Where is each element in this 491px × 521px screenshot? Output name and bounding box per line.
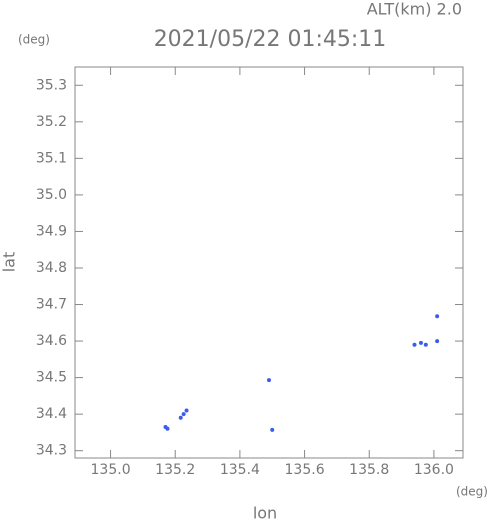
x-unit: (deg) — [456, 485, 488, 499]
point — [435, 314, 440, 319]
y-tick-label: 35.0 — [36, 187, 67, 203]
y-axis-label: lat — [0, 252, 19, 273]
chart-title: 2021/05/22 01:45:11 — [154, 27, 387, 52]
point — [418, 340, 423, 345]
x-tick-label: 135.0 — [91, 462, 131, 478]
y-tick-label: 34.9 — [36, 223, 67, 239]
point — [423, 342, 428, 347]
y-tick-label: 34.5 — [36, 370, 67, 386]
point — [165, 426, 170, 431]
point — [178, 415, 183, 420]
y-tick-label: 34.4 — [36, 406, 67, 422]
plot-frame — [74, 66, 464, 459]
y-tick-label: 34.7 — [36, 297, 67, 313]
y-tick-label: 34.8 — [36, 260, 67, 276]
point — [267, 378, 271, 383]
point — [184, 408, 189, 413]
y-tick-label: 35.2 — [36, 114, 67, 130]
y-tick-label: 34.6 — [36, 333, 67, 349]
point — [270, 427, 275, 432]
point — [181, 412, 186, 417]
x-axis-label: lon — [253, 504, 277, 521]
y-unit: (deg) — [18, 33, 50, 47]
x-tick-label: 135.8 — [349, 462, 389, 478]
point — [412, 342, 417, 347]
point — [435, 339, 440, 344]
x-tick-label: 135.2 — [155, 462, 195, 478]
y-tick-label: 34.3 — [36, 443, 67, 459]
annotation: ALT(km) 2.0 — [367, 0, 462, 19]
x-tick-label: 135.4 — [220, 462, 260, 478]
x-tick-label: 135.6 — [285, 462, 325, 478]
x-tick-label: 136.0 — [414, 462, 454, 478]
y-tick-label: 35.3 — [36, 77, 67, 93]
y-tick-label: 35.1 — [36, 150, 67, 166]
